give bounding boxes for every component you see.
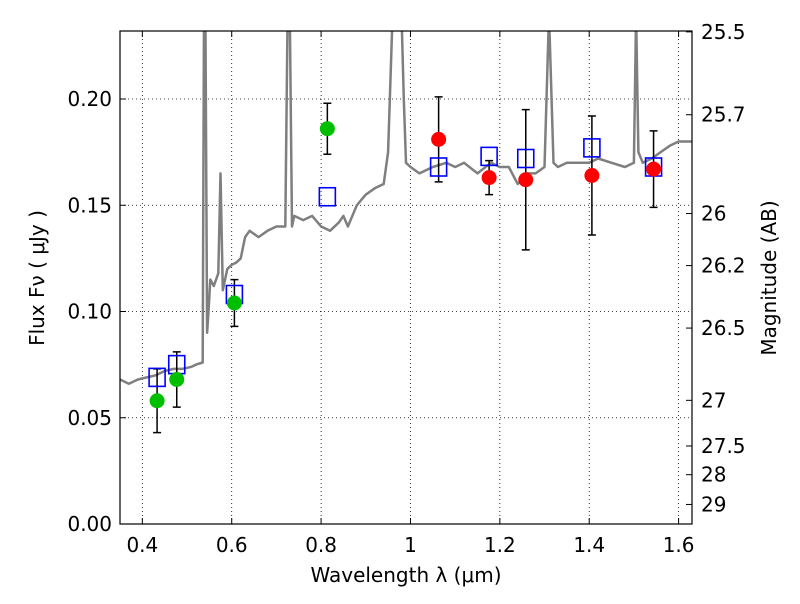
y-tick-label: 0.00 xyxy=(67,512,112,536)
model-photometry-square xyxy=(429,157,448,177)
right-tick-label: 27.5 xyxy=(701,434,746,458)
y-axis-title: Flux Fν ( μJy ) xyxy=(25,210,49,346)
green-data-point xyxy=(149,393,165,409)
red-data-point xyxy=(518,172,534,188)
y-tick-label: 0.15 xyxy=(67,193,112,217)
model-spectrum-line xyxy=(120,31,692,386)
ticks-layer: 0.4 0.6 0.8 1 1.2 1.4 1.6 0.00 0.05 0.10 0.15 0.20 2… xyxy=(67,20,745,557)
model-photometry-square xyxy=(480,146,498,167)
x-tick-label: 1.2 xyxy=(484,533,516,557)
right-tick-label: 26.2 xyxy=(701,254,746,278)
x-tick-label: 1 xyxy=(404,533,417,557)
x-axis-title: Wavelength λ (μm) xyxy=(310,563,501,587)
right-tick-label: 29 xyxy=(701,492,726,516)
right-tick-label: 26 xyxy=(701,202,726,226)
x-tick-label: 1.4 xyxy=(573,533,605,557)
red-data-point xyxy=(431,131,447,147)
green-data-point xyxy=(226,295,242,311)
model-photometry-square xyxy=(516,148,535,169)
right-tick-label: 27 xyxy=(701,388,726,412)
right-tick-label: 26.5 xyxy=(701,316,746,340)
model-photometry-square xyxy=(148,367,166,388)
right-tick-label: 28 xyxy=(701,463,726,487)
plot-background xyxy=(120,31,692,524)
right-tick-label: 25.7 xyxy=(701,103,746,127)
red-data-point xyxy=(584,168,600,183)
green-data-point xyxy=(169,372,185,387)
model-spectrum-layer xyxy=(120,31,692,386)
y-tick-label: 0.10 xyxy=(67,300,112,324)
x-tick-label: 0.4 xyxy=(126,533,158,557)
right-tick-label: 25.5 xyxy=(701,20,746,44)
model-photometry-square xyxy=(583,138,601,158)
plot-frame xyxy=(119,30,693,525)
red-data-point xyxy=(481,170,497,186)
x-tick-label: 0.8 xyxy=(305,533,337,557)
x-tick-label: 0.6 xyxy=(216,533,248,557)
right-axis-title: Magnitude (AB) xyxy=(757,200,781,355)
red-data-point xyxy=(646,161,662,177)
green-data-point xyxy=(319,121,335,137)
y-tick-label: 0.20 xyxy=(67,87,112,111)
y-tick-label: 0.05 xyxy=(67,406,112,430)
data-points-layer xyxy=(148,96,663,434)
model-photometry-square xyxy=(318,186,337,207)
x-tick-label: 1.6 xyxy=(663,533,695,557)
